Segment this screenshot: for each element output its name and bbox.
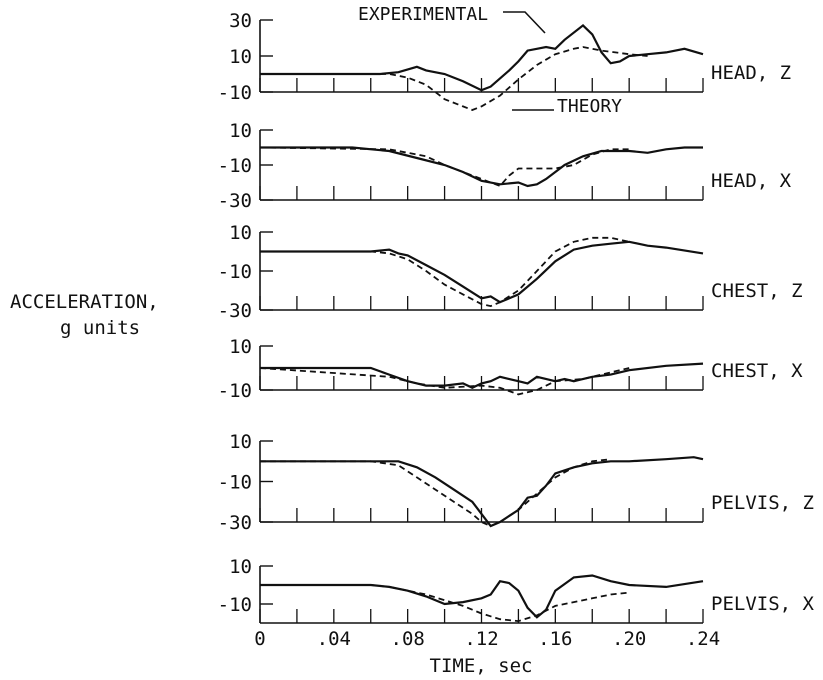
y-tick-label: -10: [218, 82, 252, 104]
panel-label: PELVIS, Z: [711, 492, 814, 514]
y-tick-label: 10: [229, 556, 252, 578]
theory-line: [260, 458, 611, 527]
x-tick-label: .24: [686, 628, 720, 650]
panel-label: CHEST, X: [711, 360, 803, 382]
experimental-line: [260, 574, 704, 619]
x-tick-label: 0: [254, 628, 265, 650]
y-tick-label: 10: [229, 431, 252, 453]
chart-panels: 30 10 -10 HEAD, Z 10 -10 -30 HEAD, X 10 -10 -30 CHE…: [218, 10, 815, 624]
x-tick-label: .08: [391, 628, 425, 650]
theory-line: [259, 146, 630, 188]
panel-label: PELVIS, X: [711, 593, 815, 615]
theory-annotation: THEORY: [557, 96, 622, 117]
y-tick-label: 10: [229, 222, 252, 244]
x-tick-label: .04: [317, 628, 351, 650]
y-tick-label: -10: [218, 472, 252, 494]
panel-label: HEAD, Z: [711, 62, 791, 84]
y-tick-label: -30: [218, 512, 252, 534]
experimental-line: [260, 146, 703, 188]
x-tick-label: .12: [464, 628, 498, 650]
panel-head-z: 30 10 -10 HEAD, Z: [218, 10, 791, 111]
experimental-line: [260, 240, 704, 304]
y-tick-label: -10: [218, 261, 252, 283]
experimental-line: [260, 362, 704, 390]
y-tick-label: 10: [229, 46, 252, 68]
panel-label: CHEST, Z: [711, 280, 803, 302]
y-tick-label: -10: [218, 594, 252, 616]
panel-pelvis-z: 10 -10 -30 PELVIS, Z: [218, 431, 814, 534]
panel-chest-x: 10 -10 CHEST, X: [218, 336, 803, 402]
theory-line: [260, 236, 630, 308]
x-tick-label: .16: [538, 628, 572, 650]
theory-line: [260, 584, 630, 623]
panel-label: HEAD, X: [711, 170, 792, 192]
experimental-line: [260, 23, 704, 92]
y-tick-label: -30: [218, 190, 252, 212]
x-tick-label: .20: [612, 628, 646, 650]
x-tick-labels: 0 .04 .08 .12 .16 .20 .24: [254, 628, 720, 650]
y-tick-label: -30: [218, 300, 252, 322]
y-tick-label: -10: [218, 380, 252, 402]
y-axis-title-line-2: g units: [60, 317, 140, 339]
theory-line: [260, 46, 648, 111]
experimental-line: [260, 456, 704, 528]
y-tick-label: 10: [229, 120, 252, 142]
y-tick-label: 10: [229, 336, 252, 358]
y-axis-title-line-1: ACCELERATION,: [10, 291, 159, 313]
panel-chest-z: 10 -10 -30 CHEST, Z: [218, 222, 803, 322]
experimental-leader-line: [503, 11, 546, 34]
experimental-annotation: EXPERIMENTAL: [358, 4, 488, 25]
y-tick-label: -10: [218, 155, 252, 177]
panel-pelvis-x: 10 -10 PELVIS, X: [218, 556, 815, 624]
x-axis-title: TIME, sec: [430, 655, 533, 677]
panel-head-x: 10 -10 -30 HEAD, X: [218, 120, 792, 212]
y-tick-label: 30: [229, 10, 252, 32]
